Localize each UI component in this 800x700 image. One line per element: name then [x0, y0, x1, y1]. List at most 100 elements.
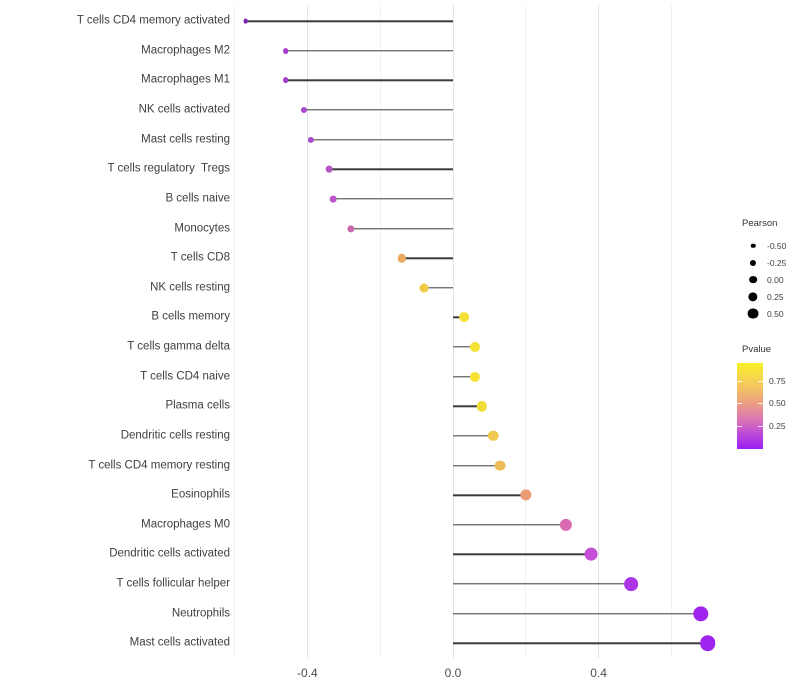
row-label: T cells CD8 [170, 251, 230, 264]
pearson-legend-row: 0.25 [725, 288, 800, 305]
lollipop-stem [453, 553, 592, 556]
pearson-legend-row: -0.25 [725, 254, 800, 271]
lollipop-stem [453, 375, 475, 378]
lollipop-dot [282, 77, 289, 84]
pearson-legend-dot [749, 275, 757, 284]
pvalue-legend-value: 0.50 [769, 397, 786, 408]
row-label: T cells follicular helper [116, 577, 230, 590]
lollipop-stem [285, 79, 453, 82]
pearson-legend-dot [750, 243, 756, 248]
lollipop-stem [311, 138, 453, 141]
pearson-legend-value: -0.25 [767, 257, 787, 268]
lollipop-stem [285, 50, 453, 52]
lollipop-dot [559, 518, 572, 531]
pearson-legend-dot [748, 291, 758, 302]
pvalue-legend-value: 0.75 [769, 376, 786, 387]
row-label: Mast cells resting [141, 132, 230, 145]
lollipop-dot [494, 460, 506, 471]
row-label: T cells CD4 memory activated [76, 14, 230, 27]
lollipop-dot [520, 489, 532, 501]
lollipop-stem [453, 464, 501, 467]
row-label: Eosinophils [171, 488, 230, 501]
lollipop-dot [300, 106, 307, 114]
pearson-legend-value: 0.00 [767, 274, 784, 285]
row-label: Macrophages M1 [141, 73, 230, 86]
pearson-legend-row: 0.50 [725, 305, 800, 322]
row-label: T cells CD4 naive [140, 369, 230, 382]
lollipop-stem [351, 227, 453, 230]
lollipop-stem [453, 405, 483, 407]
pvalue-colorbar-tick [758, 381, 763, 383]
pearson-legend-title: Pearson [742, 218, 778, 229]
lollipop-stem [453, 612, 701, 615]
lollipop-stem [453, 346, 475, 348]
lollipop-dot [307, 136, 315, 143]
pvalue-colorbar-tick [737, 381, 742, 383]
pearson-legend-value: 0.25 [767, 291, 784, 302]
pvalue-colorbar-tick [737, 425, 742, 427]
gridline-major [598, 5, 600, 658]
lollipop-dot [347, 224, 355, 233]
lollipop-stem [329, 168, 453, 170]
lollipop-stem [402, 257, 453, 259]
lollipop-dot [243, 18, 248, 24]
pvalue-legend-title: Pvalue [742, 344, 772, 355]
row-label: NK cells activated [138, 103, 230, 116]
gridline-major [452, 5, 454, 658]
lollipop-dot [469, 341, 480, 353]
lollipop-dot [692, 605, 709, 622]
lollipop-dot [700, 635, 716, 651]
row-label: Dendritic cells resting [120, 429, 230, 442]
pearson-legend-dot [749, 259, 757, 266]
row-label: Dendritic cells activated [109, 547, 230, 560]
lollipop-dot [624, 577, 639, 591]
row-label: Macrophages M0 [141, 517, 230, 530]
row-label: T cells gamma delta [127, 340, 230, 353]
lollipop-dot [487, 430, 499, 442]
lollipop-dot [584, 547, 598, 561]
pearson-size-legend: Pearson -0.50 -0.25 0.00 0.25 0.50 [725, 218, 800, 322]
row-label: B cells memory [151, 310, 230, 323]
lollipop-stem [332, 198, 453, 200]
pvalue-colorbar-gradient [737, 363, 763, 449]
pearson-legend-row: -0.50 [725, 237, 800, 254]
lollipop-stem [453, 642, 708, 644]
pearson-legend-value: -0.50 [767, 240, 787, 251]
lollipop-stem [453, 583, 632, 585]
lollipop-dot [476, 401, 488, 412]
gridline-minor [234, 5, 236, 658]
row-label: T cells regulatory Tregs [107, 162, 230, 175]
gridline-minor [379, 5, 381, 658]
lollipop-dot [329, 195, 337, 203]
pvalue-legend-value: 0.25 [769, 420, 786, 431]
x-axis-tick-label: 0.0 [444, 666, 462, 680]
lollipop-stem [423, 287, 453, 289]
lollipop-dot [469, 371, 480, 382]
pvalue-color-legend: Pvalue 0.75 0.50 0.25 [725, 344, 800, 449]
lollipop-stem [453, 494, 526, 496]
lollipop-dot [325, 165, 333, 173]
row-label: T cells CD4 memory resting [88, 458, 230, 471]
pvalue-colorbar-tick [737, 402, 742, 404]
gridline-minor [670, 5, 672, 658]
lollipop-stem [453, 316, 464, 319]
pearson-legend-dot [747, 308, 759, 319]
row-label: Neutrophils [171, 606, 230, 619]
row-label: Macrophages M2 [141, 44, 230, 57]
pvalue-colorbar-tick [758, 402, 763, 404]
lollipop-stem [245, 20, 453, 22]
lollipop-dot [458, 312, 469, 323]
row-label: Plasma cells [165, 399, 230, 412]
lollipop-dot [282, 47, 289, 54]
row-label: B cells naive [165, 192, 230, 205]
row-label: Monocytes [174, 221, 230, 234]
pearson-legend-rows: -0.50 -0.25 0.00 0.25 0.50 [725, 237, 800, 322]
lollipop-dot [397, 253, 407, 263]
row-label: Mast cells activated [129, 636, 230, 649]
row-label: NK cells resting [150, 281, 230, 294]
x-axis-tick-label: 0.4 [590, 666, 607, 680]
pearson-legend-value: 0.50 [767, 308, 784, 319]
lollipop-stem [453, 524, 566, 526]
